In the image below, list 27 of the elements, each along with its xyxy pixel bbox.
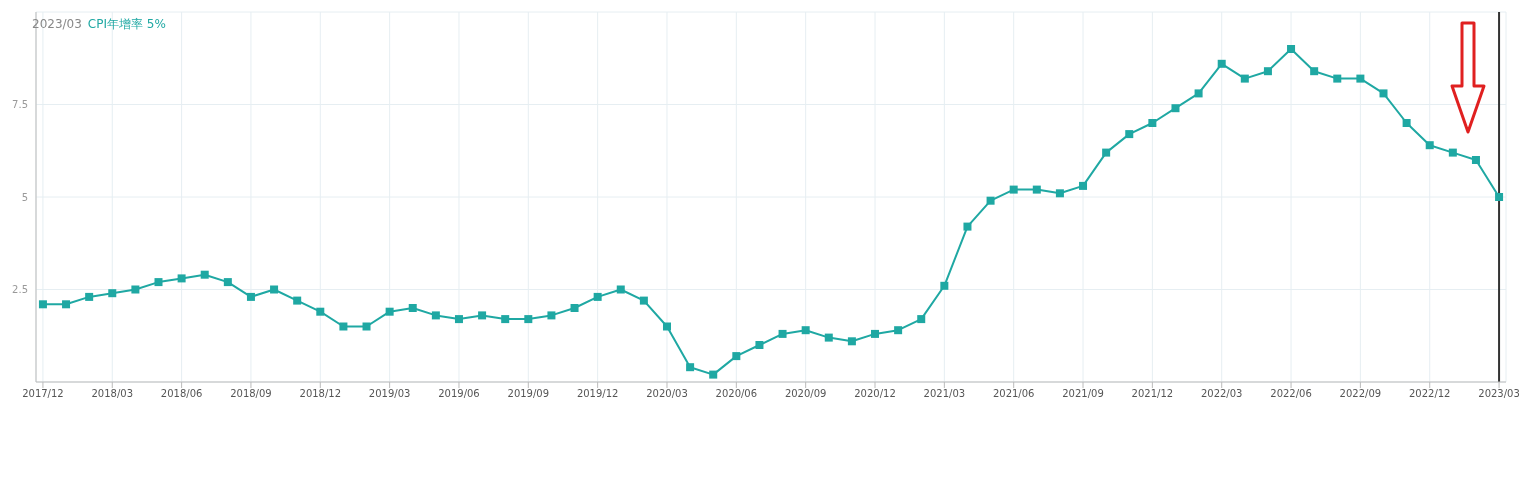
x-tick-label: 2019/03 — [368, 388, 411, 400]
x-tick-label: 2022/03 — [1200, 388, 1243, 400]
annotation: CPI年增率 5% — [87, 17, 166, 31]
x-tick-label: 2021/12 — [1131, 388, 1174, 400]
x-tick-label: 2020/09 — [784, 388, 827, 400]
x-tick-label: 2020/12 — [854, 388, 896, 400]
x-tick-label: 2018/03 — [91, 388, 134, 400]
y-tick-label: 2.5 — [12, 284, 28, 296]
x-tick-label: 2021/03 — [923, 388, 966, 400]
x-tick-label: 2018/12 — [299, 388, 342, 400]
x-tick-label: 2019/12 — [576, 388, 619, 400]
x-tick-label: 2018/09 — [230, 388, 272, 400]
x-tick-label: 2022/06 — [1270, 388, 1312, 400]
x-tick-label: 2020/03 — [646, 388, 688, 400]
annotation: 2023/03 — [32, 17, 82, 31]
x-tick-label: 2022/09 — [1339, 388, 1382, 400]
y-tick-label: 7.5 — [12, 99, 28, 111]
x-tick-label: 2021/09 — [1062, 388, 1104, 400]
x-tick-label: 2019/09 — [507, 388, 550, 400]
x-tick-label: 2020/06 — [715, 388, 758, 400]
x-tick-label: 2021/06 — [992, 388, 1035, 400]
x-tick-label: 2023/03 — [1478, 388, 1520, 400]
x-tick-label: 2022/12 — [1408, 388, 1451, 400]
y-tick-label: 5 — [21, 191, 28, 203]
x-tick-label: 2017/12 — [22, 388, 64, 400]
x-tick-label: 2018/06 — [160, 388, 203, 400]
x-tick-label: 2019/06 — [438, 388, 480, 400]
